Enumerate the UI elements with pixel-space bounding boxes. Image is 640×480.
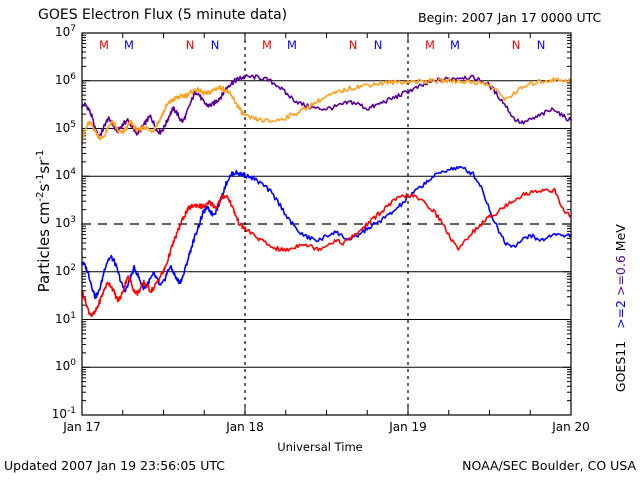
y-tick-label: 10-1 xyxy=(18,406,76,421)
y-tick-base: 10 xyxy=(54,216,71,230)
y-tick-exponent: 5 xyxy=(70,119,76,130)
y-axis-title: Particles cm-2s-1sr-1 xyxy=(35,149,53,293)
axis-ticks xyxy=(81,32,572,416)
y-tick-exponent: 1 xyxy=(70,310,76,321)
y-tick-exponent: 4 xyxy=(70,167,76,178)
event-marker-m: M xyxy=(450,38,460,52)
event-marker-n: N xyxy=(210,38,220,52)
y-tick-label: 105 xyxy=(18,120,76,135)
y-tick-label: 102 xyxy=(18,263,76,278)
legend-goes12: GOES12 >=2 >=0.6 MeV xyxy=(622,224,640,408)
y-tick-base: 10 xyxy=(54,72,71,87)
y-tick-exponent: 3 xyxy=(70,215,76,225)
footer-updated-timestamp: Updated 2007 Jan 19 23:56:05 UTC xyxy=(4,458,225,473)
y-tick-exponent: 2 xyxy=(70,262,76,273)
x-tick-label: Jan 19 xyxy=(389,420,427,434)
y-tick-base: 10 xyxy=(54,263,71,278)
x-tick-label: Jan 20 xyxy=(552,420,590,434)
y-tick-exponent: -1 xyxy=(67,406,76,416)
event-marker-n: N xyxy=(185,38,195,52)
y-tick-base: 10 xyxy=(54,120,71,135)
event-marker-n: N xyxy=(348,38,358,52)
event-marker-m: M xyxy=(124,38,134,52)
x-tick-label: Jan 18 xyxy=(226,420,264,434)
data-series-group xyxy=(81,74,572,318)
event-marker-n: N xyxy=(373,38,383,52)
y-tick-label: 107 xyxy=(18,24,76,39)
y-tick-base: 10 xyxy=(54,359,71,374)
y-tick-base: 10 xyxy=(51,407,68,421)
begin-time-label: Begin: 2007 Jan 17 0000 UTC xyxy=(418,10,602,25)
event-marker-m: M xyxy=(262,38,272,52)
event-marker-n: N xyxy=(511,38,521,52)
y-tick-base: 10 xyxy=(54,25,71,39)
event-marker-m: M xyxy=(99,38,109,52)
footer-credit: NOAA/SEC Boulder, CO USA xyxy=(462,458,636,473)
y-tick-exponent: 7 xyxy=(70,24,76,34)
y-tick-exponent: 0 xyxy=(70,358,76,369)
page-title: GOES Electron Flux (5 minute data) xyxy=(38,7,288,23)
y-tick-label: 101 xyxy=(18,311,76,326)
y-tick-label: 106 xyxy=(18,72,76,87)
plot-frame xyxy=(81,32,572,416)
event-marker-m: M xyxy=(425,38,435,52)
y-tick-base: 10 xyxy=(54,168,71,183)
y-tick-label: 103 xyxy=(18,215,76,230)
series-line xyxy=(81,165,572,300)
x-tick-label: Jan 17 xyxy=(63,420,101,434)
series-line xyxy=(81,77,572,143)
event-marker-m: M xyxy=(287,38,297,52)
x-axis-title: Universal Time xyxy=(277,440,363,454)
y-tick-base: 10 xyxy=(54,311,71,326)
y-tick-exponent: 6 xyxy=(70,71,76,82)
event-marker-n: N xyxy=(536,38,546,52)
series-line xyxy=(81,187,572,318)
y-tick-label: 100 xyxy=(18,358,76,373)
y-tick-label: 104 xyxy=(18,167,76,182)
